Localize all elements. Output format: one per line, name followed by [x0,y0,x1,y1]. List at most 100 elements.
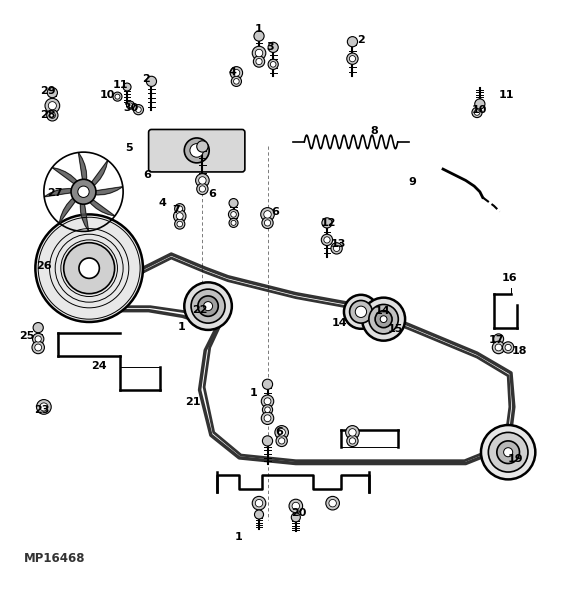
Circle shape [275,426,288,439]
Polygon shape [59,196,80,223]
Text: 13: 13 [331,239,346,249]
Circle shape [191,289,225,323]
Circle shape [347,435,358,447]
Circle shape [276,435,287,447]
Circle shape [184,282,232,330]
Circle shape [362,298,405,340]
Text: 2: 2 [357,35,365,45]
Text: 1: 1 [234,532,242,542]
Text: 7: 7 [172,205,180,215]
Circle shape [253,56,265,67]
Circle shape [254,510,263,519]
Circle shape [322,218,332,228]
Circle shape [36,400,51,414]
Circle shape [252,46,266,60]
Polygon shape [88,196,115,216]
Circle shape [279,438,284,444]
Circle shape [488,432,528,472]
Circle shape [265,220,271,226]
Circle shape [32,341,44,354]
Circle shape [115,94,120,99]
Circle shape [264,415,271,422]
Circle shape [329,500,336,507]
Circle shape [349,438,356,444]
Text: 30: 30 [123,103,138,113]
Circle shape [326,497,340,510]
Circle shape [199,177,206,184]
Circle shape [344,295,378,329]
Circle shape [262,436,273,446]
Circle shape [262,404,273,415]
Circle shape [252,497,266,510]
Text: 1: 1 [255,24,263,34]
Circle shape [233,70,240,76]
Circle shape [264,398,271,404]
Circle shape [45,98,60,113]
Circle shape [256,59,262,65]
Text: 6: 6 [143,170,151,180]
Circle shape [230,66,242,79]
Circle shape [475,99,485,109]
Text: 22: 22 [192,304,207,315]
Circle shape [497,441,519,464]
Text: 17: 17 [489,335,505,345]
Polygon shape [52,168,80,188]
Circle shape [278,429,286,436]
Circle shape [255,49,263,57]
Polygon shape [88,160,108,188]
Text: 15: 15 [387,324,403,334]
Circle shape [292,502,299,510]
Circle shape [261,412,274,425]
Text: 28: 28 [40,110,56,120]
Circle shape [229,218,238,228]
Circle shape [291,513,300,522]
Circle shape [33,323,43,332]
Circle shape [174,210,186,222]
Text: 24: 24 [91,361,106,371]
Circle shape [177,221,183,227]
Circle shape [199,186,205,192]
Circle shape [229,198,238,207]
Circle shape [504,448,513,457]
Circle shape [233,79,239,84]
Text: 14: 14 [332,318,348,328]
Circle shape [78,186,89,198]
Circle shape [321,234,333,246]
Circle shape [35,214,143,322]
Circle shape [265,407,270,412]
Circle shape [184,138,209,163]
Circle shape [355,306,366,317]
Circle shape [349,56,356,62]
Polygon shape [44,188,78,197]
Text: 26: 26 [36,262,52,271]
Circle shape [255,500,263,507]
Circle shape [262,217,273,229]
Text: 27: 27 [47,188,63,198]
Text: 11: 11 [113,81,128,90]
Circle shape [113,92,122,101]
Circle shape [262,379,273,389]
Text: 2: 2 [142,74,150,84]
Circle shape [135,107,141,112]
Circle shape [268,59,278,70]
Circle shape [126,101,134,109]
Circle shape [505,345,512,351]
Circle shape [47,110,58,121]
Text: 10: 10 [472,105,488,115]
Circle shape [79,258,100,278]
Text: 20: 20 [291,508,306,518]
Text: 6: 6 [275,428,283,437]
Circle shape [48,102,56,110]
Text: MP16468: MP16468 [24,553,85,565]
Circle shape [231,212,236,217]
Text: 10: 10 [100,90,116,101]
Circle shape [196,174,209,187]
Circle shape [175,204,185,214]
Text: 1: 1 [178,321,185,331]
Text: 29: 29 [40,86,56,96]
Circle shape [50,112,55,118]
Circle shape [333,245,340,251]
Circle shape [289,499,303,513]
Text: 14: 14 [374,306,390,315]
Circle shape [204,301,213,310]
